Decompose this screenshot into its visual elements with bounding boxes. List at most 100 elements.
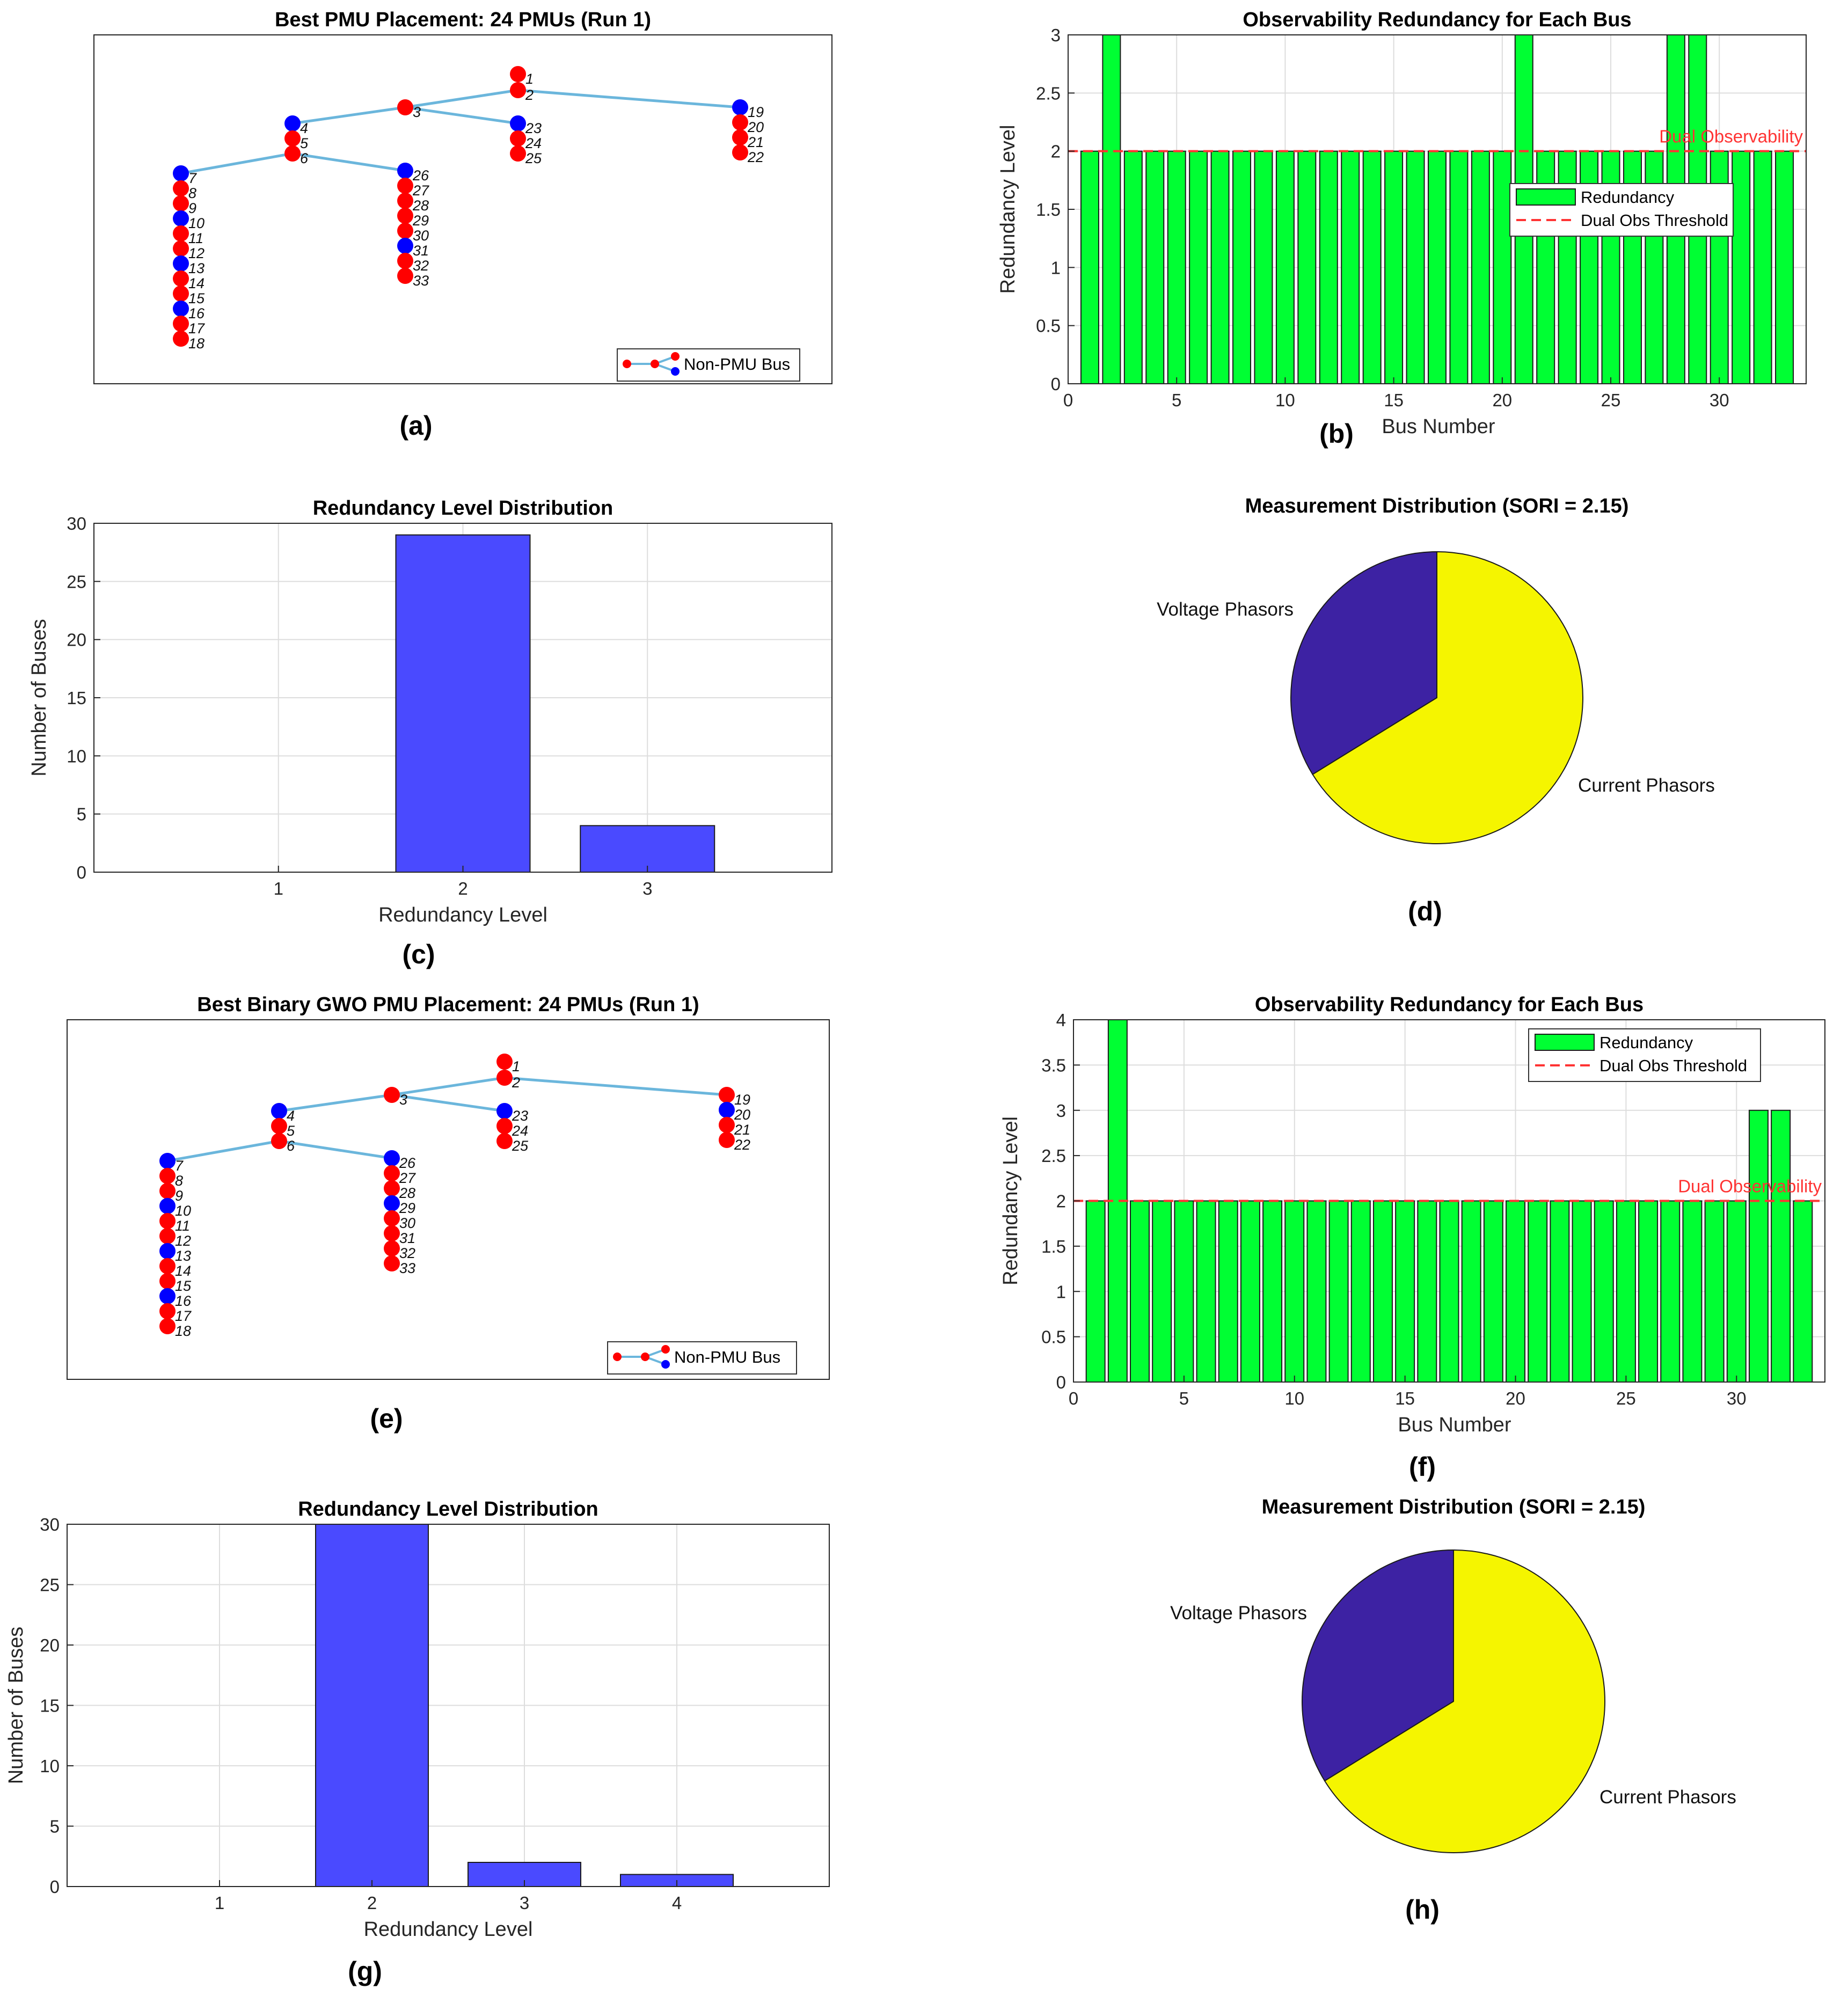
bus-label-6: 6 [287, 1138, 295, 1154]
feeder-line [292, 106, 406, 125]
bus-node-22 [719, 1132, 735, 1148]
axes-frame [93, 34, 832, 384]
y-axis-label: Redundancy Level [997, 125, 1019, 294]
bar-14 [1372, 1200, 1393, 1383]
y-tick-label: 2 [1051, 142, 1061, 162]
chart-title: Observability Redundancy for Each Bus [1243, 9, 1631, 31]
bar-20 [1493, 150, 1512, 384]
bus-label-3: 3 [399, 1092, 407, 1108]
bus-node-7 [173, 165, 189, 181]
bar-33 [1793, 1200, 1813, 1383]
legend-node-red [651, 360, 659, 368]
x-tick-label: 25 [1616, 1388, 1636, 1408]
x-tick-label: 5 [1172, 390, 1181, 410]
bus-label-26: 26 [412, 167, 429, 184]
bus-label-11: 11 [188, 230, 203, 246]
bus-label-28: 28 [399, 1185, 415, 1201]
bus-node-29 [384, 1195, 400, 1211]
bus-node-23 [510, 115, 526, 131]
bus-label-9: 9 [175, 1188, 183, 1204]
bar-4 [1145, 150, 1165, 384]
panel-label-e: (e) [370, 1403, 403, 1434]
bar-27 [1660, 1200, 1681, 1383]
x-tick-label: 0 [1069, 1388, 1078, 1408]
panel-label-f: (f) [1409, 1452, 1436, 1482]
pie-slice-current [1324, 1549, 1605, 1853]
bus-node-11 [159, 1213, 176, 1229]
y-axis-label: Redundancy Level [999, 1116, 1022, 1285]
panel-label-h: (h) [1405, 1895, 1440, 1925]
panel-label-b: (b) [1319, 419, 1354, 449]
bus-node-11 [173, 225, 189, 242]
bus-node-2 [496, 1070, 513, 1086]
bar-2 [315, 1524, 429, 1887]
bar-13 [1341, 150, 1360, 384]
bar-15 [1384, 150, 1404, 384]
x-tick-label: 3 [642, 879, 652, 898]
bus-label-10: 10 [188, 215, 204, 231]
bus-label-20: 20 [747, 119, 764, 135]
bar-12 [1328, 1200, 1349, 1383]
bus-node-9 [173, 195, 189, 211]
chart-title: Measurement Distribution (SORI = 2.15) [1245, 495, 1629, 517]
y-tick-label: 10 [40, 1756, 60, 1776]
bar-11 [1306, 1200, 1327, 1383]
x-tick-label: 20 [1492, 390, 1512, 410]
bar-32 [1771, 1109, 1791, 1383]
bus-node-33 [397, 268, 413, 284]
bus-label-31: 31 [413, 243, 429, 259]
feeder-line [391, 1076, 505, 1096]
bus-label-22: 22 [734, 1137, 750, 1153]
bus-label-17: 17 [188, 320, 205, 337]
chart-e: Best Binary GWO PMU Placement: 24 PMUs (… [67, 993, 830, 1380]
bus-label-17: 17 [175, 1308, 192, 1324]
bus-label-33: 33 [413, 273, 429, 289]
y-tick-label: 4 [1056, 1010, 1066, 1030]
bus-node-3 [397, 99, 413, 115]
feeder-line [167, 1139, 280, 1163]
chart-title: Measurement Distribution (SORI = 2.15) [1262, 1496, 1646, 1518]
legend: Redundancy Dual Obs Threshold [1509, 183, 1734, 237]
bus-label-5: 5 [287, 1123, 295, 1139]
threshold-label: Dual Observability [1659, 127, 1803, 147]
bar-7 [1218, 1200, 1238, 1383]
bus-label-19: 19 [734, 1092, 750, 1108]
bus-node-15 [159, 1273, 176, 1289]
bar-31 [1732, 150, 1751, 384]
bar-30 [1726, 1200, 1747, 1383]
bus-label-13: 13 [188, 260, 204, 276]
y-tick-label: 15 [40, 1696, 60, 1716]
bus-node-14 [173, 271, 189, 287]
bus-node-23 [496, 1103, 513, 1119]
bus-label-7: 7 [175, 1158, 184, 1174]
bar-19 [1483, 1200, 1503, 1383]
x-axis-label: Bus Number [1382, 415, 1495, 438]
bus-label-3: 3 [413, 104, 421, 120]
bar-10 [1284, 1200, 1305, 1383]
bus-label-19: 19 [748, 104, 764, 120]
panel-label-a: (a) [399, 411, 432, 441]
bar-1 [1085, 1200, 1106, 1383]
bus-node-18 [173, 331, 189, 347]
legend-label-threshold: Dual Obs Threshold [1599, 1056, 1747, 1075]
y-tick-label: 20 [40, 1635, 60, 1655]
bus-node-4 [271, 1103, 287, 1119]
bar-16 [1417, 1200, 1437, 1383]
bar-25 [1616, 1200, 1636, 1383]
bus-label-32: 32 [399, 1245, 415, 1261]
bus-label-23: 23 [512, 1108, 528, 1124]
bus-node-9 [159, 1183, 176, 1199]
bus-node-22 [732, 144, 748, 160]
feeder-line [405, 106, 518, 125]
bar-15 [1395, 1200, 1415, 1383]
bus-label-10: 10 [175, 1203, 191, 1219]
bar-28 [1682, 1200, 1703, 1383]
bar-24 [1594, 1200, 1614, 1383]
x-axis-label: Bus Number [1398, 1414, 1511, 1436]
x-tick-label: 30 [1727, 1388, 1747, 1408]
bar-3 [1130, 1200, 1150, 1383]
bar-12 [1319, 150, 1338, 384]
bus-label-2: 2 [525, 87, 534, 103]
bus-node-24 [510, 130, 526, 147]
bus-node-29 [397, 208, 413, 224]
